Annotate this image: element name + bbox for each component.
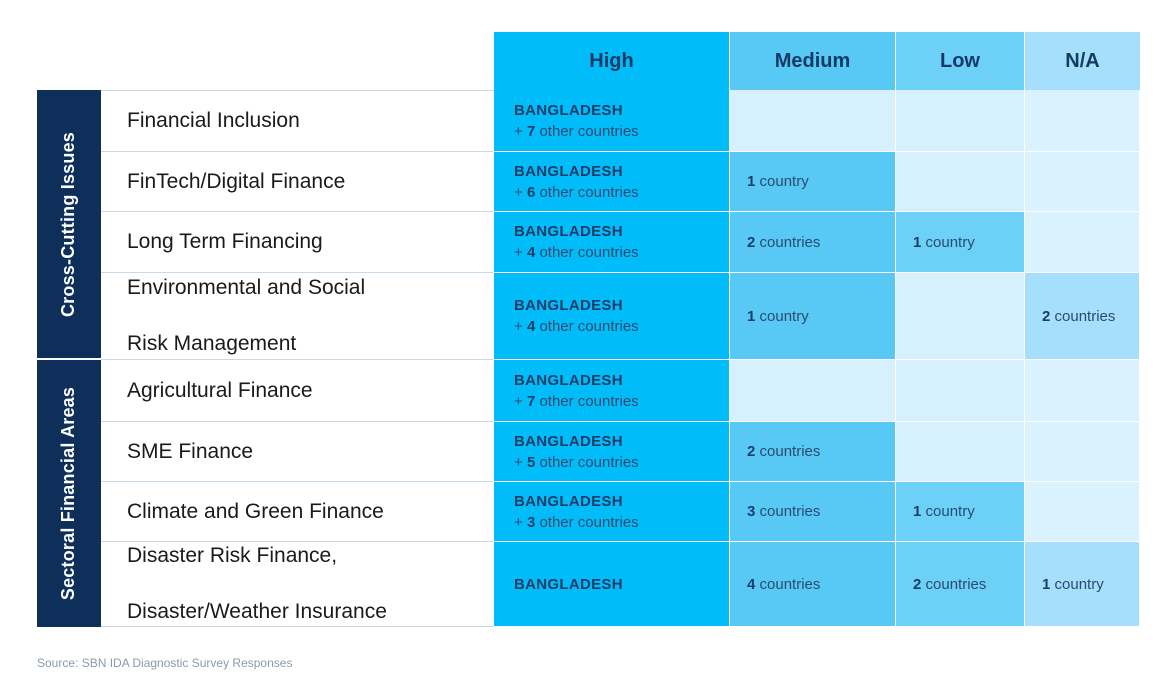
country-count: 1 country — [913, 503, 975, 520]
cell-low: 1 country — [896, 482, 1025, 542]
cell-medium — [730, 360, 896, 422]
column-header-high: High — [494, 32, 730, 90]
country-count: 1 country — [913, 233, 975, 251]
other-countries-count: + 7 other countries — [514, 392, 639, 410]
cell-high: BANGLADESH + 4 other countries — [494, 273, 730, 360]
cell-medium: 2 countries — [730, 422, 896, 482]
cell-medium: 1 country — [730, 273, 896, 360]
group-label: Cross-Cutting Issues — [58, 131, 79, 317]
country-name: BANGLADESH — [514, 223, 623, 240]
row-label: Long Term Financing — [101, 212, 494, 273]
country-count: 1 country — [747, 307, 809, 325]
cell-low — [896, 90, 1025, 152]
cell-high: BANGLADESH + 7 other countries — [494, 90, 730, 152]
other-countries-count: + 5 other countries — [514, 453, 639, 471]
row-label: FinTech/Digital Finance — [101, 152, 494, 212]
row-label: Environmental and Social Risk Management — [101, 273, 494, 360]
row-label: Disaster Risk Finance, Disaster/Weather I… — [101, 542, 494, 627]
source-note: Source: SBN IDA Diagnostic Survey Respon… — [37, 656, 293, 670]
cell-low — [896, 360, 1025, 422]
country-name: BANGLADESH — [514, 162, 623, 180]
country-name: BANGLADESH — [514, 101, 623, 119]
other-countries-count: + 7 other countries — [514, 122, 639, 140]
other-countries-count: + 6 other countries — [514, 183, 639, 201]
column-header-medium: Medium — [730, 32, 896, 90]
group-label: Sectoral Financial Areas — [58, 386, 79, 601]
country-count: 3 countries — [747, 503, 821, 520]
country-count: 1 country — [1042, 575, 1104, 593]
cell-na — [1025, 482, 1140, 542]
row-label: Climate and Green Finance — [101, 482, 494, 542]
cell-high: BANGLADESH + 7 other countries — [494, 360, 730, 422]
cell-high: BANGLADESH + 3 other countries — [494, 482, 730, 542]
cell-na — [1025, 90, 1140, 152]
row-label: SME Finance — [101, 422, 494, 482]
cell-na — [1025, 360, 1140, 422]
country-count: 2 countries — [1042, 307, 1116, 325]
cell-medium: 4 countries — [730, 542, 896, 627]
cell-low — [896, 152, 1025, 212]
row-label: Financial Inclusion — [101, 90, 494, 152]
group-band-sectoral: Sectoral Financial Areas — [37, 360, 101, 627]
cell-high: BANGLADESH + 4 other countries — [494, 212, 730, 273]
cell-low: 2 countries — [896, 542, 1025, 627]
cell-na — [1025, 212, 1140, 273]
cell-high: BANGLADESH + 6 other countries — [494, 152, 730, 212]
country-count: 2 countries — [747, 233, 821, 251]
cell-na — [1025, 152, 1140, 212]
country-name: BANGLADESH — [514, 575, 623, 593]
cell-medium: 3 countries — [730, 482, 896, 542]
country-name: BANGLADESH — [514, 371, 623, 389]
country-count: 1 country — [747, 173, 809, 190]
other-countries-count: + 4 other countries — [514, 318, 639, 335]
cell-na: 2 countries — [1025, 273, 1140, 360]
group-band-cross-cutting: Cross-Cutting Issues — [37, 90, 101, 358]
cell-low — [896, 273, 1025, 360]
cell-high: BANGLADESH + 5 other countries — [494, 422, 730, 482]
country-count: 4 countries — [747, 575, 821, 593]
country-name: BANGLADESH — [514, 297, 623, 314]
column-header-na: N/A — [1025, 32, 1140, 90]
country-name: BANGLADESH — [514, 432, 623, 450]
country-count: 2 countries — [913, 575, 987, 593]
cell-low: 1 country — [896, 212, 1025, 273]
row-label: Agricultural Finance — [101, 360, 494, 422]
cell-low — [896, 422, 1025, 482]
cell-medium — [730, 90, 896, 152]
cell-na — [1025, 422, 1140, 482]
cell-medium: 2 countries — [730, 212, 896, 273]
other-countries-count: + 3 other countries — [514, 513, 639, 531]
other-countries-count: + 4 other countries — [514, 244, 639, 261]
cell-high: BANGLADESH — [494, 542, 730, 627]
country-name: BANGLADESH — [514, 492, 623, 510]
cell-na: 1 country — [1025, 542, 1140, 627]
cell-medium: 1 country — [730, 152, 896, 212]
column-header-low: Low — [896, 32, 1025, 90]
country-count: 2 countries — [747, 443, 821, 460]
